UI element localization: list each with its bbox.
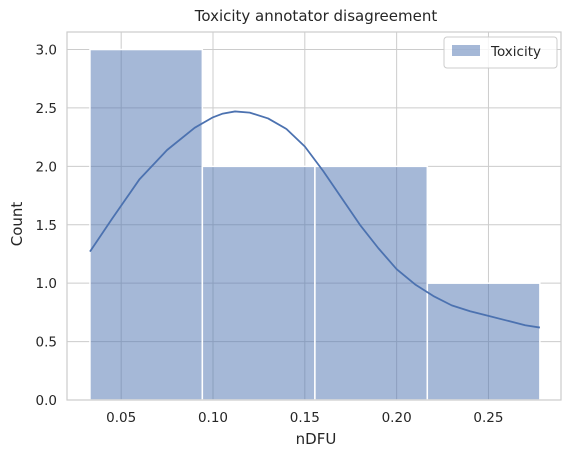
x-axis-ticks: 0.05 0.10 0.15 0.20 0.25 xyxy=(106,410,503,426)
x-tick-label: 0.10 xyxy=(198,410,228,426)
legend-label: Toxicity xyxy=(490,44,541,60)
y-tick-label: 3.0 xyxy=(36,43,57,59)
y-tick-label: 1.0 xyxy=(36,276,57,292)
legend: Toxicity xyxy=(443,36,558,69)
x-axis-label: nDFU xyxy=(296,430,337,448)
y-axis-label: Count xyxy=(8,202,26,247)
legend-frame xyxy=(443,36,558,69)
histogram-bar xyxy=(201,165,316,401)
x-tick-label: 0.25 xyxy=(473,410,503,426)
chart-title: Toxicity annotator disagreement xyxy=(194,7,438,25)
histogram-bar xyxy=(89,48,204,401)
kde-curve xyxy=(89,110,541,329)
x-tick-label: 0.05 xyxy=(106,410,136,426)
x-tick-label: 0.15 xyxy=(290,410,320,426)
legend-swatch xyxy=(452,45,480,56)
kde-curve-layer xyxy=(89,110,541,329)
histogram-bar xyxy=(314,165,429,401)
y-tick-label: 0.0 xyxy=(36,393,57,409)
y-tick-label: 0.5 xyxy=(36,335,57,351)
y-tick-label: 2.5 xyxy=(36,101,57,117)
plot-frame xyxy=(66,31,562,401)
y-axis-ticks: 0.0 0.5 1.0 1.5 2.0 2.5 3.0 xyxy=(36,43,57,409)
y-tick-label: 2.0 xyxy=(36,159,57,175)
x-tick-label: 0.20 xyxy=(382,410,412,426)
y-tick-label: 1.5 xyxy=(36,218,57,234)
axes xyxy=(66,31,562,401)
